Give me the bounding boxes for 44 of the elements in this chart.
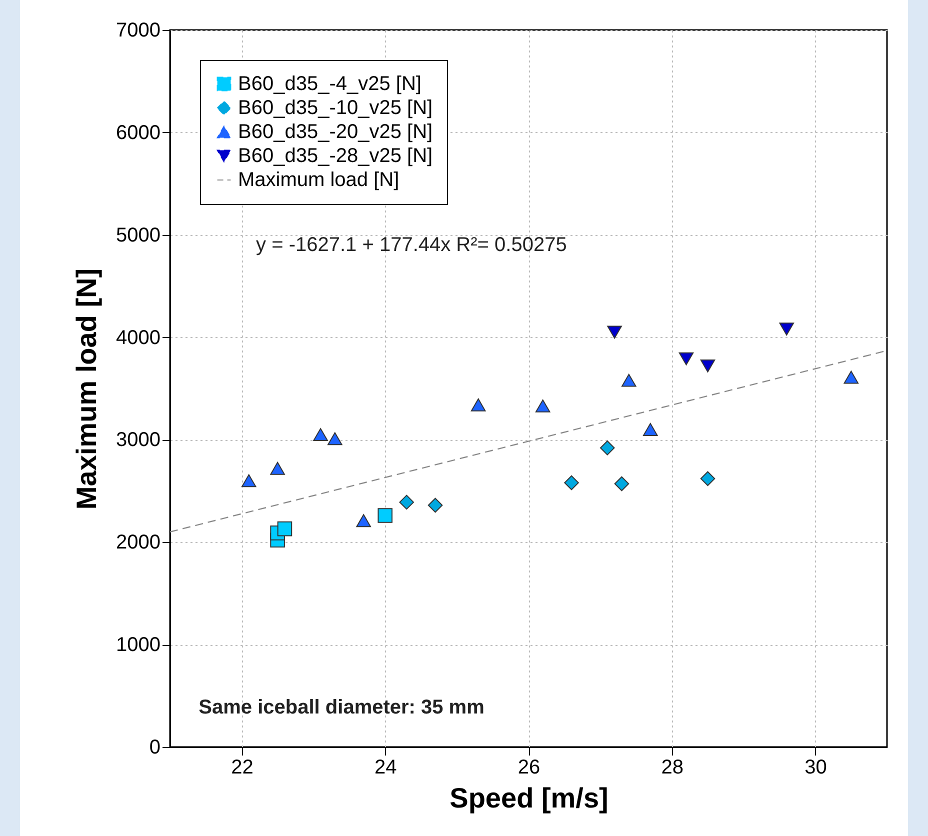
annotation: Same iceball diameter: 35 mm: [198, 696, 484, 719]
x-axis-title: Speed [m/s]: [450, 782, 608, 814]
annotation: y = -1627.1 + 177.44x R²= 0.50275: [256, 234, 567, 256]
x-tick-label: 30: [804, 756, 827, 778]
legend-label: B60_d35_-10_v25 [N]: [238, 97, 433, 119]
y-tick-label: 2000: [116, 532, 160, 554]
y-tick-label: 4000: [116, 326, 160, 349]
point: [328, 432, 342, 446]
point: [678, 352, 694, 366]
y-tick-label: 5000: [116, 224, 160, 246]
point: [277, 521, 292, 536]
point: [844, 370, 859, 384]
point: [607, 326, 622, 339]
point: [700, 359, 716, 372]
y-tick-label: 3000: [116, 429, 160, 452]
point: [399, 494, 414, 510]
point: [378, 508, 392, 523]
point: [643, 423, 658, 436]
point: [241, 474, 256, 488]
x-tick-label: 26: [518, 756, 540, 778]
point: [428, 498, 443, 513]
legend-label: B60_d35_-4_v25 [N]: [238, 73, 422, 95]
legend-label: B60_d35_-28_v25 [N]: [238, 145, 433, 167]
point: [270, 462, 285, 475]
y-tick-label: 6000: [116, 122, 160, 144]
y-tick-label: 0: [149, 736, 160, 758]
point: [356, 514, 371, 528]
point: [470, 398, 486, 412]
point: [621, 374, 636, 387]
y-tick-label: 7000: [116, 20, 160, 42]
point: [535, 399, 550, 412]
point: [614, 476, 630, 492]
x-tick-label: 22: [231, 756, 254, 778]
point: [313, 428, 328, 442]
point: [600, 440, 615, 456]
y-axis-title: Maximum load [N]: [71, 268, 102, 510]
x-tick-label: 28: [661, 756, 684, 778]
legend-label: B60_d35_-20_v25 [N]: [238, 121, 433, 143]
y-tick-label: 1000: [116, 634, 160, 656]
point: [700, 471, 716, 486]
x-tick-label: 24: [374, 756, 397, 778]
point: [564, 475, 579, 490]
point: [779, 322, 794, 336]
legend-label: Maximum load [N]: [238, 169, 400, 191]
